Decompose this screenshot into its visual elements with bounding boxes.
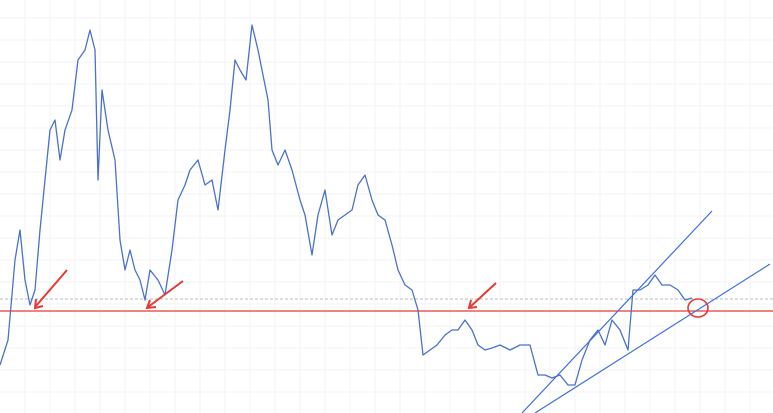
- arrows: [33, 269, 497, 310]
- trend-line: [521, 210, 713, 413]
- arrow: [35, 269, 68, 307]
- price-line: [0, 24, 693, 386]
- trend-line: [534, 263, 771, 413]
- arrow: [147, 280, 184, 308]
- arrow-head: [145, 299, 157, 310]
- arrow-head: [33, 298, 44, 310]
- circle-marker: [687, 298, 709, 318]
- price: [0, 24, 773, 386]
- arrow: [469, 282, 497, 308]
- arrow-head: [467, 299, 478, 310]
- annotations: [33, 210, 771, 413]
